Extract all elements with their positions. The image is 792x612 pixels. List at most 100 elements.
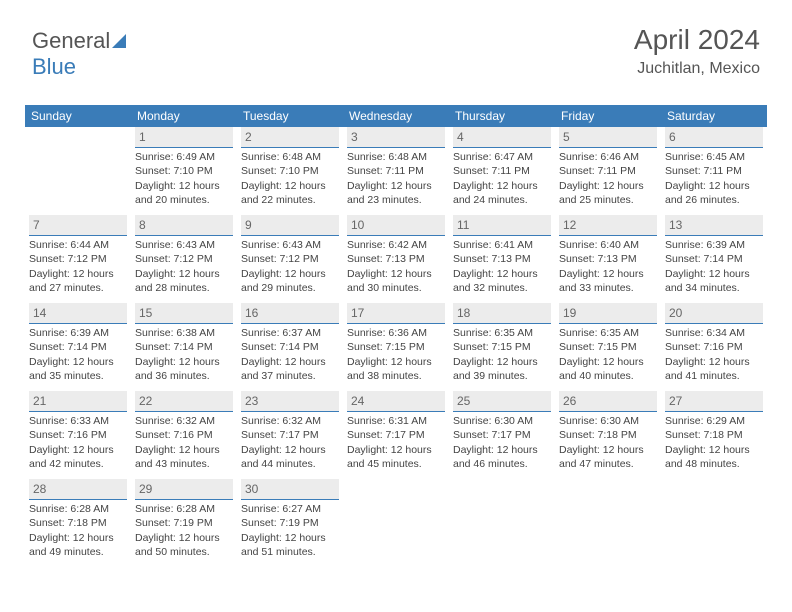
day-number: 10 (347, 215, 445, 236)
daylight1-text: Daylight: 12 hours (665, 179, 763, 193)
calendar-day-cell: 22Sunrise: 6:32 AMSunset: 7:16 PMDayligh… (131, 391, 237, 479)
day-number: 19 (559, 303, 657, 324)
day-number: 4 (453, 127, 551, 148)
daylight1-text: Daylight: 12 hours (559, 355, 657, 369)
logo: General Blue (32, 28, 126, 80)
calendar-day-cell: 26Sunrise: 6:30 AMSunset: 7:18 PMDayligh… (555, 391, 661, 479)
weekday-header-row: SundayMondayTuesdayWednesdayThursdayFrid… (25, 105, 767, 127)
daylight2-text: and 23 minutes. (347, 193, 445, 207)
weekday-header: Thursday (449, 105, 555, 127)
sunset-text: Sunset: 7:11 PM (347, 164, 445, 178)
sunset-text: Sunset: 7:12 PM (135, 252, 233, 266)
daylight2-text: and 32 minutes. (453, 281, 551, 295)
daylight2-text: and 42 minutes. (29, 457, 127, 471)
location-label: Juchitlan, Mexico (634, 60, 760, 78)
calendar-week-row: 1Sunrise: 6:49 AMSunset: 7:10 PMDaylight… (25, 127, 767, 215)
daylight2-text: and 24 minutes. (453, 193, 551, 207)
daylight1-text: Daylight: 12 hours (135, 267, 233, 281)
sunrise-text: Sunrise: 6:43 AM (241, 238, 339, 252)
daylight2-text: and 48 minutes. (665, 457, 763, 471)
calendar-day-cell: 23Sunrise: 6:32 AMSunset: 7:17 PMDayligh… (237, 391, 343, 479)
sunset-text: Sunset: 7:10 PM (135, 164, 233, 178)
sunset-text: Sunset: 7:13 PM (347, 252, 445, 266)
sunrise-text: Sunrise: 6:28 AM (29, 502, 127, 516)
calendar-day-cell: 1Sunrise: 6:49 AMSunset: 7:10 PMDaylight… (131, 127, 237, 215)
sunrise-text: Sunrise: 6:39 AM (29, 326, 127, 340)
day-number: 27 (665, 391, 763, 412)
calendar-day-cell (661, 479, 767, 567)
sunset-text: Sunset: 7:19 PM (241, 516, 339, 530)
daylight1-text: Daylight: 12 hours (241, 179, 339, 193)
sunset-text: Sunset: 7:11 PM (665, 164, 763, 178)
month-title: April 2024 (634, 24, 760, 56)
daylight1-text: Daylight: 12 hours (241, 443, 339, 457)
day-number: 15 (135, 303, 233, 324)
sunrise-text: Sunrise: 6:40 AM (559, 238, 657, 252)
daylight2-text: and 49 minutes. (29, 545, 127, 559)
daylight2-text: and 20 minutes. (135, 193, 233, 207)
calendar-day-cell: 6Sunrise: 6:45 AMSunset: 7:11 PMDaylight… (661, 127, 767, 215)
daylight1-text: Daylight: 12 hours (559, 443, 657, 457)
weekday-header: Sunday (25, 105, 131, 127)
daylight2-text: and 50 minutes. (135, 545, 233, 559)
day-number: 14 (29, 303, 127, 324)
calendar-day-cell: 2Sunrise: 6:48 AMSunset: 7:10 PMDaylight… (237, 127, 343, 215)
day-number: 6 (665, 127, 763, 148)
sunrise-text: Sunrise: 6:27 AM (241, 502, 339, 516)
sunset-text: Sunset: 7:12 PM (241, 252, 339, 266)
daylight2-text: and 45 minutes. (347, 457, 445, 471)
daylight2-text: and 26 minutes. (665, 193, 763, 207)
calendar-day-cell: 9Sunrise: 6:43 AMSunset: 7:12 PMDaylight… (237, 215, 343, 303)
day-number: 29 (135, 479, 233, 500)
daylight2-text: and 36 minutes. (135, 369, 233, 383)
calendar-week-row: 21Sunrise: 6:33 AMSunset: 7:16 PMDayligh… (25, 391, 767, 479)
daylight2-text: and 40 minutes. (559, 369, 657, 383)
sunrise-text: Sunrise: 6:32 AM (241, 414, 339, 428)
daylight1-text: Daylight: 12 hours (347, 443, 445, 457)
daylight1-text: Daylight: 12 hours (135, 531, 233, 545)
day-number: 25 (453, 391, 551, 412)
logo-text2: Blue (32, 54, 76, 79)
sunset-text: Sunset: 7:13 PM (559, 252, 657, 266)
daylight2-text: and 33 minutes. (559, 281, 657, 295)
sunset-text: Sunset: 7:14 PM (665, 252, 763, 266)
calendar-day-cell (25, 127, 131, 215)
weekday-header: Monday (131, 105, 237, 127)
daylight1-text: Daylight: 12 hours (135, 355, 233, 369)
calendar-day-cell: 27Sunrise: 6:29 AMSunset: 7:18 PMDayligh… (661, 391, 767, 479)
sunrise-text: Sunrise: 6:49 AM (135, 150, 233, 164)
daylight2-text: and 51 minutes. (241, 545, 339, 559)
sunset-text: Sunset: 7:11 PM (559, 164, 657, 178)
daylight2-text: and 28 minutes. (135, 281, 233, 295)
weekday-header: Saturday (661, 105, 767, 127)
sunrise-text: Sunrise: 6:46 AM (559, 150, 657, 164)
sunset-text: Sunset: 7:18 PM (665, 428, 763, 442)
sunset-text: Sunset: 7:10 PM (241, 164, 339, 178)
sunset-text: Sunset: 7:15 PM (559, 340, 657, 354)
daylight2-text: and 39 minutes. (453, 369, 551, 383)
sunset-text: Sunset: 7:13 PM (453, 252, 551, 266)
calendar-day-cell: 11Sunrise: 6:41 AMSunset: 7:13 PMDayligh… (449, 215, 555, 303)
sunrise-text: Sunrise: 6:35 AM (559, 326, 657, 340)
calendar-week-row: 14Sunrise: 6:39 AMSunset: 7:14 PMDayligh… (25, 303, 767, 391)
day-number: 2 (241, 127, 339, 148)
day-number: 16 (241, 303, 339, 324)
daylight2-text: and 30 minutes. (347, 281, 445, 295)
daylight1-text: Daylight: 12 hours (135, 179, 233, 193)
sunrise-text: Sunrise: 6:33 AM (29, 414, 127, 428)
sunrise-text: Sunrise: 6:31 AM (347, 414, 445, 428)
calendar-day-cell: 30Sunrise: 6:27 AMSunset: 7:19 PMDayligh… (237, 479, 343, 567)
calendar-day-cell: 19 Sunrise: 6:35 AMSunset: 7:15 PMDayligh… (555, 303, 661, 391)
sunrise-text: Sunrise: 6:32 AM (135, 414, 233, 428)
sunset-text: Sunset: 7:16 PM (665, 340, 763, 354)
calendar-day-cell (555, 479, 661, 567)
sunrise-text: Sunrise: 6:30 AM (453, 414, 551, 428)
sunrise-text: Sunrise: 6:36 AM (347, 326, 445, 340)
sunrise-text: Sunrise: 6:39 AM (665, 238, 763, 252)
sunset-text: Sunset: 7:14 PM (135, 340, 233, 354)
day-number: 23 (241, 391, 339, 412)
daylight2-text: and 22 minutes. (241, 193, 339, 207)
daylight1-text: Daylight: 12 hours (29, 443, 127, 457)
sunset-text: Sunset: 7:18 PM (29, 516, 127, 530)
sunset-text: Sunset: 7:12 PM (29, 252, 127, 266)
